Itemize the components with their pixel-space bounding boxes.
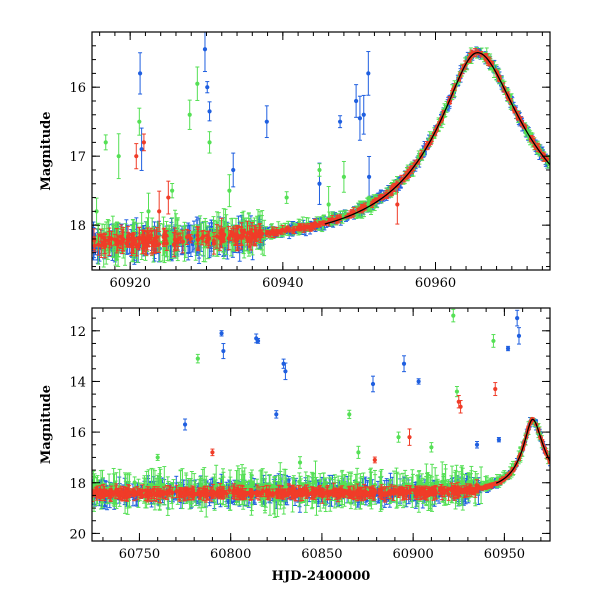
full-panel-marks xyxy=(90,309,552,517)
blue-outlier-point xyxy=(371,376,375,392)
blue-outlier-point xyxy=(231,153,235,187)
green-outlier-point xyxy=(207,132,211,153)
blue-outlier-point xyxy=(221,344,225,359)
blue-outlier-point xyxy=(366,52,370,96)
blue-outlier-point xyxy=(515,310,519,326)
y-tick-label: 18 xyxy=(69,477,86,492)
green-outlier-point xyxy=(137,108,141,135)
red-point xyxy=(255,492,259,496)
y-tick-label: 20 xyxy=(69,527,86,542)
zoom-panel-marks xyxy=(90,27,552,267)
blue-outlier-point xyxy=(338,116,342,128)
x-tick-label: 60960 xyxy=(415,276,456,291)
red-point xyxy=(430,489,434,493)
blue-outlier-point xyxy=(138,53,142,94)
red-point xyxy=(148,493,152,497)
red-point xyxy=(438,486,442,490)
y-tick-label: 14 xyxy=(69,375,86,390)
green-outlier-point xyxy=(196,354,200,362)
green-outlier-point xyxy=(104,135,108,150)
red-outlier-point xyxy=(134,144,138,169)
green-outlier-point xyxy=(188,100,192,129)
y-tick-label: 16 xyxy=(69,81,86,96)
green-outlier-point xyxy=(342,161,346,192)
x-tick-label: 60950 xyxy=(484,547,525,562)
red-outlier-point xyxy=(407,429,411,445)
x-tick-label: 60940 xyxy=(262,276,303,291)
green-outlier-point xyxy=(451,309,455,322)
red-point xyxy=(116,493,120,497)
red-point xyxy=(92,490,96,494)
x-tick-label: 60800 xyxy=(210,547,251,562)
red-point xyxy=(480,486,484,490)
y-tick-label: 16 xyxy=(69,426,86,441)
y-tick-label: 18 xyxy=(69,219,86,234)
blue-outlier-point xyxy=(207,102,211,121)
zoom-model-curve xyxy=(325,53,550,224)
red-point xyxy=(373,490,377,494)
red-point xyxy=(280,228,284,232)
blue-outlier-point xyxy=(367,156,371,197)
red-outlier-point xyxy=(210,449,214,456)
blue-outlier-point xyxy=(402,356,406,372)
x-tick-label: 60850 xyxy=(301,547,342,562)
red-point xyxy=(191,494,195,498)
full-panel: 60750 60800 60850 60900 60950 12 14 16 18 20 Magn… xyxy=(39,308,552,584)
green-outlier-point xyxy=(396,432,400,442)
zoom-y-axis-label: Magnitude xyxy=(39,111,54,190)
zoom-panel: 60920 60940 60960 16 17 18 Magnitude xyxy=(39,27,552,291)
red-point xyxy=(486,485,490,489)
red-outlier-point xyxy=(166,181,170,214)
full-x-axis-label: HJD-2400000 xyxy=(272,569,371,584)
green-outlier-point xyxy=(347,410,351,418)
green-outlier-point xyxy=(285,192,289,204)
full-axis-ticks: 60750 60800 60850 60900 60950 12 14 16 18 20 xyxy=(69,308,550,562)
blue-outlier-point xyxy=(205,82,209,93)
blue-outlier-point xyxy=(358,96,362,140)
blue-outlier-point xyxy=(497,438,501,442)
y-tick-label: 12 xyxy=(69,325,86,340)
red-outlier-point xyxy=(373,457,377,463)
blue-outlier-point xyxy=(517,328,521,344)
red-point xyxy=(470,486,474,490)
green-outlier-point xyxy=(195,67,199,100)
x-tick-label: 60900 xyxy=(392,547,433,562)
green-outlier-point xyxy=(317,164,321,177)
red-point xyxy=(461,489,465,493)
blue-outlier-point xyxy=(475,442,479,448)
red-point xyxy=(216,489,220,493)
green-outlier-point xyxy=(156,454,160,460)
green-outlier-point xyxy=(227,175,231,207)
green-outlier-point xyxy=(298,457,302,469)
x-tick-label: 60750 xyxy=(119,547,160,562)
green-outlier-point xyxy=(117,134,121,179)
blue-outlier-point xyxy=(219,331,223,336)
blue-outlier-point xyxy=(417,379,421,384)
y-tick-label: 17 xyxy=(69,150,86,165)
blue-outlier-point xyxy=(362,95,366,134)
full-y-axis-label: Magnitude xyxy=(39,385,54,464)
red-point xyxy=(132,491,136,495)
blue-outlier-point xyxy=(506,346,510,350)
green-outlier-point xyxy=(491,335,495,348)
green-outlier-point xyxy=(170,184,174,198)
red-point xyxy=(296,226,300,230)
red-point xyxy=(384,492,388,496)
red-point xyxy=(200,493,204,497)
red-outlier-point xyxy=(493,383,497,396)
blue-outlier-point xyxy=(265,106,269,138)
green-outlier-point xyxy=(146,193,150,229)
blue-outlier-point xyxy=(274,411,278,418)
x-tick-label: 60920 xyxy=(109,276,150,291)
green-outlier-point xyxy=(356,446,360,458)
red-point xyxy=(466,487,470,491)
blue-outlier-point xyxy=(354,85,358,118)
blue-outlier-point xyxy=(183,419,187,430)
green-outlier-point xyxy=(429,443,433,452)
